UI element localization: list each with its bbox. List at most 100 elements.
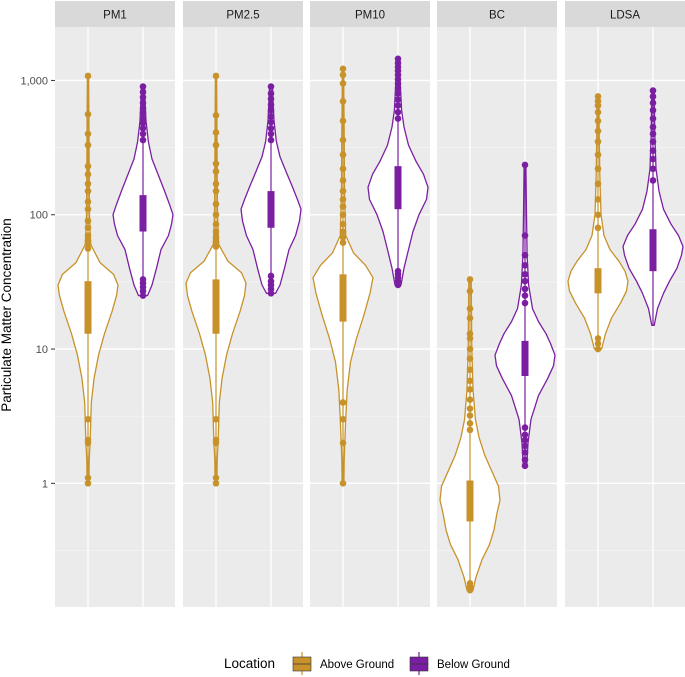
outlier-point [267, 130, 275, 138]
outlier-point [594, 340, 602, 347]
outlier-point [394, 96, 402, 103]
outlier-point [212, 233, 220, 241]
panel-strip [310, 1, 430, 27]
legend-label-below-ground: Below Ground [437, 659, 510, 671]
violin-group-above-ground [312, 65, 374, 487]
outlier-point [394, 55, 402, 63]
outlier-point [394, 267, 402, 275]
outlier-point [466, 396, 474, 403]
panels-layer: PM1 PM2.5 PM10 BC LDSA [55, 1, 685, 607]
iqr-box [339, 274, 347, 322]
legend-label-above-ground: Above Ground [320, 659, 394, 671]
legend-key-below-ground [409, 652, 429, 675]
outlier-point [267, 277, 275, 285]
violin-group-below-ground [622, 87, 684, 327]
outlier-point [466, 345, 474, 353]
outlier-point [139, 125, 147, 132]
outlier-point [212, 72, 220, 80]
outlier-point [267, 83, 275, 90]
outlier-point [649, 177, 657, 184]
y-tick-label: 1 [42, 478, 48, 490]
outlier-point [521, 262, 529, 269]
panel-strip-label: BC [489, 10, 505, 22]
iqr-box [649, 229, 657, 272]
outlier-point [466, 355, 474, 362]
violin-group-below-ground [367, 55, 429, 289]
panel-pm10: PM10 [310, 1, 430, 607]
outlier-point [466, 335, 474, 342]
outlier-point [466, 366, 474, 374]
outlier-point [649, 138, 657, 145]
outlier-point [649, 123, 657, 131]
outlier-point [521, 442, 529, 450]
outlier-point [84, 110, 92, 118]
outlier-point [139, 119, 147, 127]
panel-strip-label: PM1 [103, 10, 127, 22]
outlier-point [521, 285, 529, 293]
outlier-point [521, 449, 529, 456]
outlier-point [339, 71, 347, 79]
outlier-point [212, 228, 220, 235]
outlier-point [649, 93, 657, 100]
outlier-point [84, 205, 92, 213]
outlier-point [212, 211, 220, 219]
outlier-point [212, 220, 220, 228]
outlier-point [649, 106, 657, 114]
outlier-point [84, 180, 92, 188]
outlier-point [594, 108, 602, 116]
legend-key-above-ground [292, 652, 312, 675]
outlier-point [594, 93, 602, 100]
outlier-point [212, 129, 220, 136]
outlier-point [521, 292, 529, 299]
outlier-point [649, 130, 657, 138]
outlier-point [339, 233, 347, 241]
panel-ldsa: LDSA [565, 1, 685, 607]
iqr-box [466, 480, 474, 522]
outlier-point [339, 136, 347, 144]
outlier-point [594, 211, 602, 219]
outlier-point [594, 196, 602, 203]
iqr-box [84, 281, 92, 334]
outlier-point [521, 232, 529, 239]
outlier-point [394, 108, 402, 116]
outlier-point [466, 276, 474, 283]
outlier-point [212, 436, 220, 444]
outlier-point [594, 97, 602, 105]
outlier-point [594, 224, 602, 232]
outlier-point [466, 386, 474, 393]
violin-group-below-ground [112, 83, 174, 299]
iqr-box [212, 279, 220, 334]
panel-strip [183, 1, 303, 27]
outlier-point [339, 399, 347, 406]
panel-strip [437, 1, 557, 27]
violin-group-below-ground [240, 83, 302, 297]
panel-background [565, 27, 685, 607]
panel-pm2-5: PM2.5 [183, 1, 303, 607]
outlier-point [339, 203, 347, 210]
outlier-point [594, 138, 602, 145]
outlier-point [649, 99, 657, 107]
outlier-point [394, 102, 402, 109]
violin-group-above-ground [567, 93, 629, 353]
outlier-point [521, 161, 529, 169]
outlier-point [139, 109, 147, 117]
outlier-point [267, 272, 275, 280]
outlier-point [521, 456, 529, 463]
outlier-point [139, 88, 147, 96]
outlier-point [212, 200, 220, 208]
outlier-point [212, 141, 220, 149]
outlier-point [84, 171, 92, 178]
outlier-point [139, 99, 147, 107]
outlier-point [212, 168, 220, 175]
outlier-point [339, 439, 347, 447]
outlier-point [139, 83, 147, 90]
outlier-point [212, 187, 220, 195]
outlier-point [212, 180, 220, 188]
outlier-point [84, 217, 92, 225]
outlier-point [466, 305, 474, 312]
outlier-point [339, 239, 347, 246]
outlier-point [267, 101, 275, 108]
outlier-point [466, 377, 474, 385]
outlier-point [84, 141, 92, 149]
